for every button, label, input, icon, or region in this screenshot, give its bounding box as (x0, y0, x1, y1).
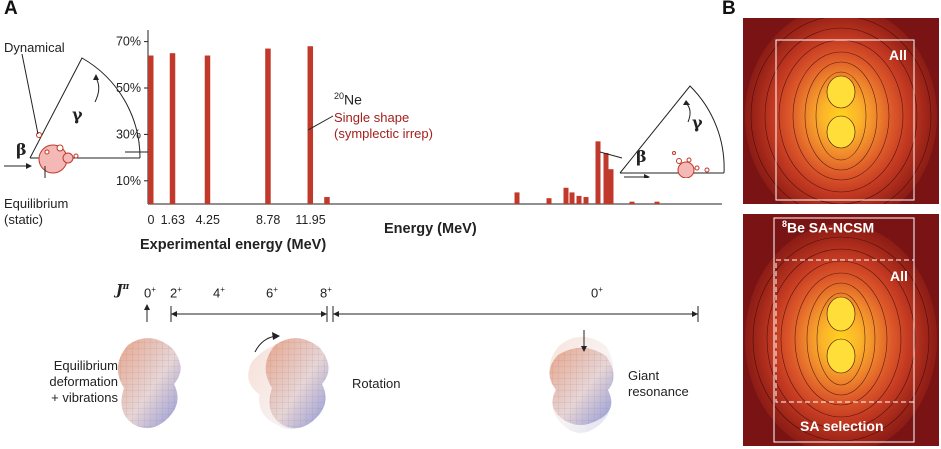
density-plot-bottom (743, 214, 939, 446)
bar (204, 55, 211, 204)
x-tick-label: 8.78 (256, 213, 280, 227)
bar (629, 201, 635, 204)
top-all-label: All (889, 47, 907, 63)
giant-resonance-label: Giant resonance (628, 368, 689, 400)
nucleus-label: 20Ne (334, 91, 362, 108)
bar (603, 152, 609, 204)
nucleus-mass: 20 (334, 91, 345, 101)
equilibrium-line2: (static) (4, 212, 43, 227)
x-tick-label: 0 (148, 213, 155, 227)
y-tick-label: 30% (116, 127, 141, 141)
x-tick-label: 11.95 (295, 213, 325, 227)
spin-8: 8+ (320, 285, 332, 301)
dynamical-label: Dynamical (4, 40, 65, 55)
panel-a-label: A (4, 0, 18, 19)
bottom-title-sup: 8 (782, 219, 788, 229)
bar (608, 169, 614, 204)
bar (576, 195, 582, 204)
pi-label: π (122, 282, 130, 292)
y-tick-label: 70% (116, 35, 141, 49)
y-tick-label: 10% (116, 174, 141, 188)
spin-0-ground: 0+ (144, 285, 156, 301)
equilibrium-deformation-line1: Equilibrium (53, 358, 118, 373)
nucleus-symbol: Ne (344, 91, 362, 108)
single-shape-line2: (symplectic irrep) (334, 126, 433, 141)
experimental-energy-label: Experimental energy (MeV) (140, 237, 327, 253)
bottom-all-label: All (890, 268, 908, 284)
rotation-label: Rotation (352, 376, 401, 391)
spin-4: 4+ (213, 285, 225, 301)
beta-symbol-right: β (636, 147, 647, 166)
bar (654, 201, 660, 204)
bar (169, 53, 176, 205)
single-shape-pointer (307, 115, 334, 131)
density-plot-top (743, 18, 939, 204)
bottom-title-text: Be SA-NCSM (787, 219, 875, 236)
rotation-shape (248, 332, 329, 430)
bar (148, 55, 154, 204)
x-tick-label: 4.25 (196, 213, 220, 227)
bar (563, 187, 569, 204)
bar (569, 192, 575, 204)
bar (307, 46, 314, 204)
single-shape-label: Single shape (symplectic irrep) (334, 110, 433, 142)
giant-resonance-line1: Giant (628, 368, 660, 383)
nucleus-shapes (117, 330, 614, 433)
equilibrium-static-label: Equilibrium (static) (4, 196, 68, 228)
panel-b-label: B (722, 0, 736, 19)
equilibrium-line1: Equilibrium (4, 196, 69, 211)
equilibrium-shape (117, 338, 181, 429)
gamma-symbol-right: γ (692, 113, 703, 132)
beta-gamma-diagram-right (600, 85, 725, 178)
equilibrium-deformation-line2: deformation (49, 374, 118, 389)
bar (514, 192, 520, 204)
j-label: J (116, 282, 123, 299)
spin-2: 2+ (170, 285, 182, 301)
y-tick-label: 50% (116, 81, 141, 95)
sa-selection-label: SA selection (800, 418, 884, 434)
spin-0-resonance: 0+ (591, 285, 603, 301)
bar (265, 48, 271, 205)
energy-axis-label: Energy (MeV) (384, 221, 477, 237)
single-shape-line1: Single shape (334, 110, 410, 125)
giant-resonance-shape (549, 330, 614, 433)
bar (546, 198, 552, 204)
spin-range-arrows (144, 304, 699, 322)
bottom-title: 8Be SA-NCSM (782, 219, 874, 236)
beta-symbol-left: β (16, 140, 27, 159)
j-pi-label: Jπ (116, 282, 129, 299)
spin-6: 6+ (266, 285, 278, 301)
equilibrium-deformation-line3: + vibrations (51, 390, 118, 405)
bar (595, 141, 601, 204)
gamma-symbol-left: γ (72, 105, 83, 124)
beta-gamma-diagram-left (4, 53, 148, 178)
equilibrium-deformation-label: Equilibrium deformation + vibrations (42, 358, 118, 406)
bar (583, 197, 589, 204)
giant-resonance-line2: resonance (628, 384, 689, 399)
energy-bar-chart: 10% 30% 50% 70% 0 1.63 4.25 8.78 11.95 (116, 30, 722, 227)
bar (324, 197, 330, 204)
x-tick-label: 1.63 (161, 213, 185, 227)
